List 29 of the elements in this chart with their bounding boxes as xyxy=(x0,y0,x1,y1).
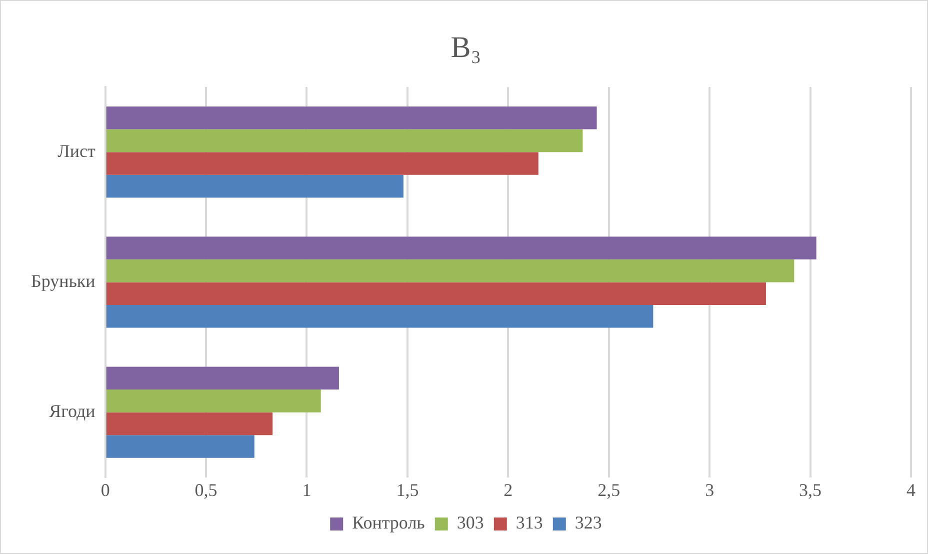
bar xyxy=(106,236,816,260)
legend-label: Контроль xyxy=(352,512,425,533)
x-tick-label: 4 xyxy=(906,480,916,500)
bar xyxy=(106,152,538,175)
bar xyxy=(106,282,766,305)
bar xyxy=(106,259,794,282)
x-tick-label: 2,5 xyxy=(598,480,620,500)
bar xyxy=(106,412,272,436)
legend-label: 323 xyxy=(574,512,602,533)
legend-label: 313 xyxy=(516,512,543,533)
y-tick-label: Ягоди xyxy=(49,401,96,422)
bar xyxy=(106,435,254,458)
x-tick-label: 0 xyxy=(100,480,110,500)
y-tick-label: Бруньки xyxy=(30,270,96,291)
x-tick-label: 1 xyxy=(302,480,312,500)
bar xyxy=(106,129,583,152)
x-tick-label: 1,5 xyxy=(396,480,419,500)
bar xyxy=(106,366,339,390)
bar xyxy=(106,304,654,328)
x-tick-label: 2 xyxy=(504,480,513,500)
legend-label: 303 xyxy=(456,512,484,533)
chart-title: B₃ xyxy=(450,30,482,64)
x-tick-label: 3,5 xyxy=(799,480,822,500)
bar xyxy=(106,106,597,130)
x-tick-label: 3 xyxy=(705,480,714,500)
bar xyxy=(106,390,321,412)
x-tick-label: 0,5 xyxy=(194,480,218,500)
y-tick-label: Лист xyxy=(58,140,96,161)
bar xyxy=(106,174,404,198)
